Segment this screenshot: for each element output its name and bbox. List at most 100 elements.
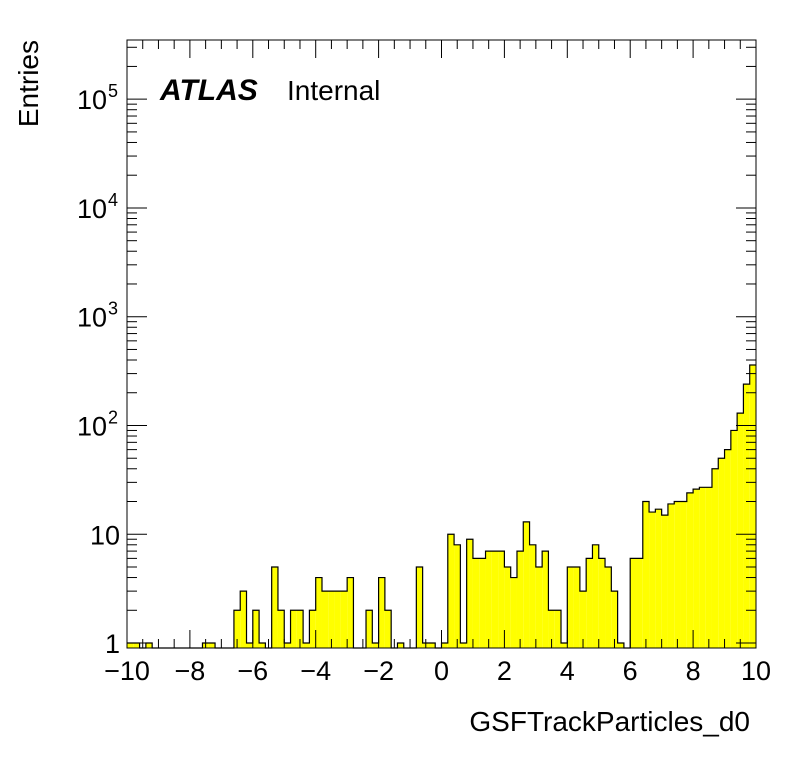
x-tick-label: −6 [237,656,268,686]
histogram-bin [428,643,436,648]
histogram-bin [630,558,637,648]
histogram-bin [240,591,247,648]
histogram-bin [730,430,738,648]
histogram-bin [491,551,499,648]
histogram-bin [252,610,260,648]
histogram-bin [561,643,568,648]
histogram-bin [441,643,448,648]
histogram-bin [271,566,278,648]
histogram-bin [617,643,624,648]
histogram-bin [466,539,473,648]
histogram-bin [693,489,700,648]
histogram-bin [649,512,656,648]
histogram-bin [384,610,392,648]
histogram-bin [208,643,216,648]
histogram-bin [259,643,266,648]
y-tick-label: 10 [77,303,107,333]
histogram-bin [642,501,650,648]
x-tick-label: −8 [175,656,206,686]
atlas-label: ATLAS [159,74,258,107]
histogram-bin [680,501,687,648]
histogram-bin [485,551,492,648]
histogram-bin [246,643,253,648]
histogram-bin [309,610,316,648]
y-tick-exponent: 2 [108,407,118,427]
histogram-bin [328,591,335,648]
histogram-bin [749,364,756,648]
histogram-bin [303,643,310,648]
histogram-bin [598,558,606,648]
histogram-bin [535,566,543,648]
histogram-bin [516,551,524,648]
histogram-bin [724,449,731,648]
histogram-bin [372,643,379,648]
histogram-bin [737,413,744,648]
x-tick-label: 8 [686,656,701,686]
histogram-bin [573,566,580,648]
y-tick-label: 10 [77,411,107,441]
histogram-bin [743,384,750,648]
histogram-bin [636,558,643,648]
y-tick-label: 10 [77,85,107,115]
histogram-bin [334,591,341,648]
histogram-bin [529,544,536,648]
histogram-bin [454,544,461,648]
histogram-bin [460,643,467,648]
histogram-bin [133,643,140,648]
histogram-bin [498,551,505,648]
histogram-bin [686,492,694,648]
histogram-bin [366,610,373,648]
histogram-bin [378,577,385,648]
histogram-bin [523,521,530,648]
y-tick-label: 1 [105,629,120,659]
axis-ticks [126,40,757,648]
histogram-bin [605,566,612,648]
histogram-bin [479,558,486,648]
x-tick-label: 6 [623,656,638,686]
histogram-bin [284,643,291,648]
histogram-bin [592,544,599,648]
histogram-bin [705,487,712,648]
histogram-outline [127,364,756,649]
histogram-bin [611,591,618,648]
x-tick-label: −4 [300,656,331,686]
histogram-bin [586,558,593,648]
histogram-bin [233,610,241,648]
histogram-bin [447,534,455,648]
histogram-bin [579,591,587,648]
histogram-bin [347,577,354,648]
y-axis-label: Entries [13,40,44,127]
x-tick-label: −10 [104,656,150,686]
histogram-bin [718,458,725,648]
y-tick-exponent: 5 [108,81,118,101]
histogram-bin [145,643,153,648]
histogram-bin [711,468,719,648]
x-tick-label: 2 [497,656,512,686]
histogram-bin [127,643,134,648]
histogram-bin [674,501,681,648]
y-tick-exponent: 4 [108,190,118,210]
histogram-bin [667,503,675,648]
histogram-bin [296,610,304,648]
x-tick-label: −2 [363,656,394,686]
internal-label: Internal [287,75,380,106]
y-tick-label: 10 [90,520,120,550]
histogram-bin [655,509,662,648]
histogram-bin [321,591,329,648]
histogram-bin [554,610,562,648]
histogram-bin [416,566,423,648]
x-tick-label: 10 [741,656,771,686]
histogram-bin [510,577,517,648]
x-tick-label: 0 [434,656,449,686]
histogram-bin [472,558,480,648]
histogram-bin [542,551,549,648]
histogram-bin [661,515,668,648]
histogram-bin [290,610,297,648]
x-tick-labels: −10 −8 −6 −4 −2 0 2 4 6 8 10 [104,656,771,686]
y-tick-label: 10 [77,194,107,224]
histogram-bin [397,643,404,648]
histogram-bin [340,591,348,648]
x-tick-label: 4 [560,656,575,686]
